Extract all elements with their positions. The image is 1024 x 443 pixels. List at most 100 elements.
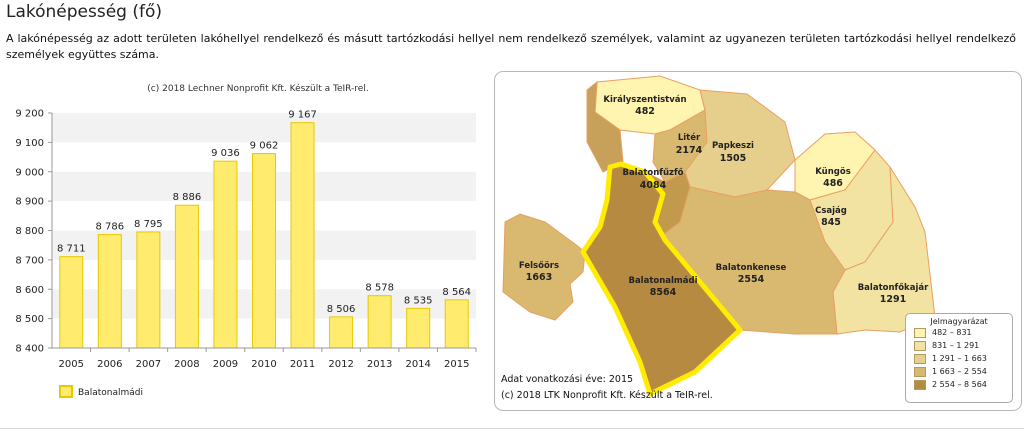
region-label-kungos: Küngös — [815, 167, 851, 177]
bar-value-label: 8 578 — [365, 283, 394, 294]
bar-value-label: 8 711 — [57, 244, 86, 255]
legend-swatch — [914, 366, 926, 377]
x-tick-label: 2014 — [405, 359, 430, 370]
region-value-balatonfokajar: 1291 — [880, 294, 906, 305]
region-value-balatonkenese: 2554 — [738, 274, 765, 285]
legend-item-label: 831 – 1 291 — [932, 341, 980, 350]
y-tick-label: 9 000 — [15, 167, 44, 178]
y-tick-label: 8 500 — [15, 314, 44, 325]
region-label-kiralyszentistvan: Királyszentistván — [603, 95, 686, 105]
legend-swatch — [914, 327, 926, 338]
y-tick-label: 8 600 — [15, 285, 44, 296]
legend-swatch — [59, 385, 73, 398]
region-value-balatonfuzfo: 4084 — [640, 180, 667, 191]
region-label-balatonalmadi: Balatonalmádi — [628, 276, 697, 286]
region-label-felsoors: Felsőörs — [519, 261, 559, 271]
bottom-divider — [0, 428, 1024, 429]
legend-swatch — [914, 353, 926, 364]
region-felsoors[interactable] — [502, 213, 586, 321]
bar — [329, 316, 354, 349]
y-tick-label: 8 900 — [15, 197, 44, 208]
region-label-csajag: Csajág — [815, 206, 847, 216]
y-tick-label: 9 200 — [15, 109, 44, 120]
chart-legend[interactable]: Balatonalmádi — [59, 385, 143, 398]
region-label-papkeszi: Papkeszi — [712, 141, 754, 151]
bar-value-label: 9 167 — [288, 110, 317, 121]
map-panel: Királyszentistván 482 Litér 2174 Papkesz… — [494, 71, 1022, 411]
bar-value-label: 8 564 — [442, 287, 471, 298]
region-value-felsoors: 1663 — [526, 272, 552, 283]
region-label-balatonfokajar: Balatonfőkajár — [858, 283, 929, 293]
x-tick-label: 2011 — [290, 359, 315, 370]
region-balatonfokajar[interactable] — [832, 166, 936, 335]
region-label-balatonfuzfo: Balatonfűzfő — [622, 168, 683, 178]
region-liter-west[interactable] — [586, 80, 624, 173]
legend-item-label: 1 291 – 1 663 — [932, 354, 987, 363]
legend-item-label: 1 663 – 2 554 — [932, 367, 987, 376]
x-tick-label: 2013 — [367, 359, 392, 370]
map-legend-item: 1 663 – 2 554 — [914, 365, 1012, 378]
legend-item-label: 482 – 831 — [932, 328, 972, 337]
y-tick-label: 8 800 — [15, 226, 44, 237]
y-tick-label: 8 700 — [15, 255, 44, 266]
grid-band — [52, 113, 476, 143]
map-legend-item: 831 – 1 291 — [914, 339, 1012, 352]
bar-value-label: 8 795 — [134, 219, 163, 230]
map-legend-item: 2 554 – 8 564 — [914, 378, 1012, 391]
x-tick-label: 2006 — [97, 359, 122, 370]
bar — [444, 299, 469, 349]
x-tick-label: 2012 — [328, 359, 353, 370]
x-tick-label: 2007 — [136, 359, 161, 370]
region-label-liter: Litér — [678, 132, 701, 143]
bar-value-label: 8 786 — [95, 222, 124, 233]
map-data-year: Adat vonatkozási éve: 2015 — [501, 374, 634, 385]
bar-chart-container: (c) 2018 Lechner Nonprofit Kft. Készült … — [0, 76, 488, 410]
region-value-csajag: 845 — [821, 217, 841, 228]
map-legend-item: 1 291 – 1 663 — [914, 352, 1012, 365]
y-tick-label: 9 100 — [15, 138, 44, 149]
region-value-kungos: 486 — [823, 178, 843, 189]
bar-value-label: 8 886 — [173, 192, 202, 203]
bar — [406, 307, 431, 349]
region-value-kiralyszentistvan: 482 — [635, 106, 655, 117]
bar-value-label: 8 535 — [404, 295, 433, 306]
x-tick-label: 2005 — [59, 359, 84, 370]
bar — [97, 234, 122, 349]
region-balatonalmadi[interactable] — [580, 161, 743, 397]
region-value-papkeszi: 1505 — [720, 153, 746, 164]
legend-swatch — [914, 379, 926, 390]
bar — [367, 295, 392, 349]
y-tick-label: 8 400 — [15, 344, 44, 355]
bar — [59, 256, 84, 349]
bar — [290, 122, 315, 349]
bar — [213, 160, 238, 349]
bar-chart: (c) 2018 Lechner Nonprofit Kft. Készült … — [15, 83, 477, 398]
legend-label: Balatonalmádi — [78, 388, 143, 398]
map-legend-title: Jelmagyarázat — [930, 317, 988, 326]
legend-item-label: 2 554 – 8 564 — [932, 380, 987, 389]
region-value-liter: 2174 — [676, 145, 703, 156]
legend-swatch — [914, 340, 926, 351]
chart-copyright: (c) 2018 Lechner Nonprofit Kft. Készült … — [147, 83, 368, 94]
x-axis: 2005 2006 2007 2008 2009 2010 2011 2012 2013 2014… — [52, 347, 477, 370]
bar-value-label: 9 062 — [250, 141, 279, 152]
bar-value-label: 8 506 — [327, 304, 356, 315]
bar — [252, 153, 276, 349]
region-value-balatonalmadi: 8564 — [650, 287, 677, 298]
page-description: A lakónépesség az adott területen lakóhe… — [6, 32, 1016, 61]
bar — [174, 204, 199, 349]
bar — [136, 231, 161, 349]
x-tick-label: 2010 — [251, 359, 276, 370]
bar-value-label: 9 036 — [211, 148, 240, 159]
x-tick-label: 2015 — [444, 359, 469, 370]
region-label-balatonkenese: Balatonkenese — [716, 263, 787, 273]
page-title: Lakónépesség (fő) — [6, 2, 163, 22]
map-legend-item: 482 – 831 — [914, 326, 1012, 339]
map-copyright: (c) 2018 LTK Nonprofit Kft. Készült a Te… — [501, 390, 713, 401]
bars: 8 711 8 786 8 795 8 886 9 036 9 062 9 167 8 506… — [57, 110, 471, 349]
x-tick-label: 2009 — [213, 359, 238, 370]
map-legend: Jelmagyarázat 482 – 831 831 – 1 291 1 29… — [905, 313, 1013, 403]
map: Királyszentistván 482 Litér 2174 Papkesz… — [502, 75, 936, 397]
y-axis: 8 400 8 500 8 600 8 700 8 800 8 900 9 000 9 100… — [15, 109, 53, 355]
x-tick-label: 2008 — [174, 359, 199, 370]
